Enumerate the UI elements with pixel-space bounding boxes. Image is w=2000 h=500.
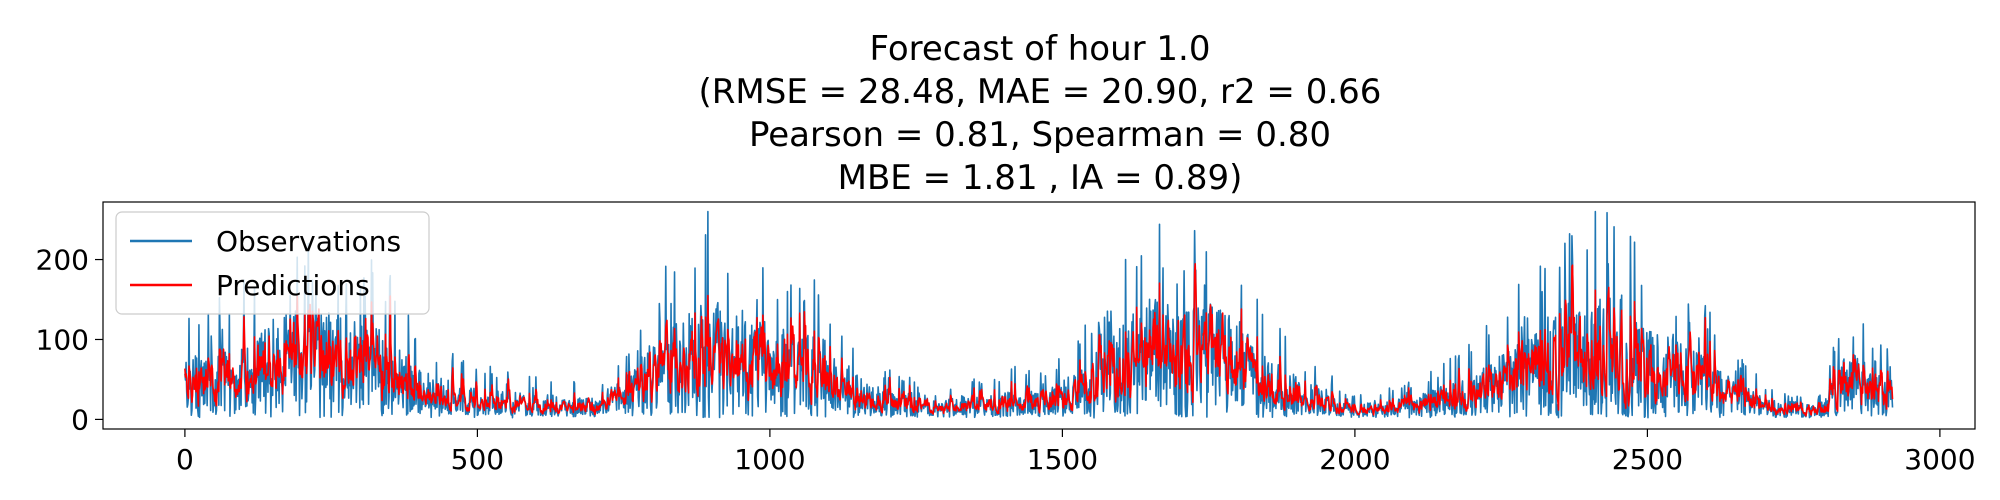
x-axis: 0 500 1000 1500 2000 2500 3000	[176, 429, 1976, 476]
predictions-line	[184, 262, 1894, 417]
plot-area-frame	[102, 201, 1976, 430]
legend-box	[115, 211, 430, 315]
chart-title: Forecast of hour 1.0 (RMSE = 28.48, MAE …	[699, 29, 1382, 198]
title-line-2: (RMSE = 28.48, MAE = 20.90, r2 = 0.66	[699, 72, 1382, 112]
legend-observations-label: Observations	[216, 225, 401, 258]
title-line-1: Forecast of hour 1.0	[869, 29, 1210, 69]
x-tick-label: 0	[176, 443, 194, 476]
x-tick-label: 1000	[734, 443, 805, 476]
x-tick-label: 3000	[1904, 443, 1975, 476]
y-tick-label: 100	[36, 323, 89, 356]
predictions-series	[184, 262, 1894, 417]
y-axis: 0 100 200	[36, 244, 103, 436]
x-tick-label: 500	[451, 443, 504, 476]
y-tick-label: 0	[71, 403, 89, 436]
title-line-4: MBE = 1.81 , IA = 0.89)	[838, 158, 1243, 198]
x-tick-label: 2000	[1319, 443, 1390, 476]
y-tick-label: 200	[36, 244, 89, 277]
legend-predictions-label: Predictions	[216, 269, 370, 302]
legend: Observations Predictions	[115, 211, 430, 315]
title-line-3: Pearson = 0.81, Spearman = 0.80	[749, 115, 1331, 155]
x-tick-label: 2500	[1612, 443, 1683, 476]
x-tick-label: 1500	[1027, 443, 1098, 476]
